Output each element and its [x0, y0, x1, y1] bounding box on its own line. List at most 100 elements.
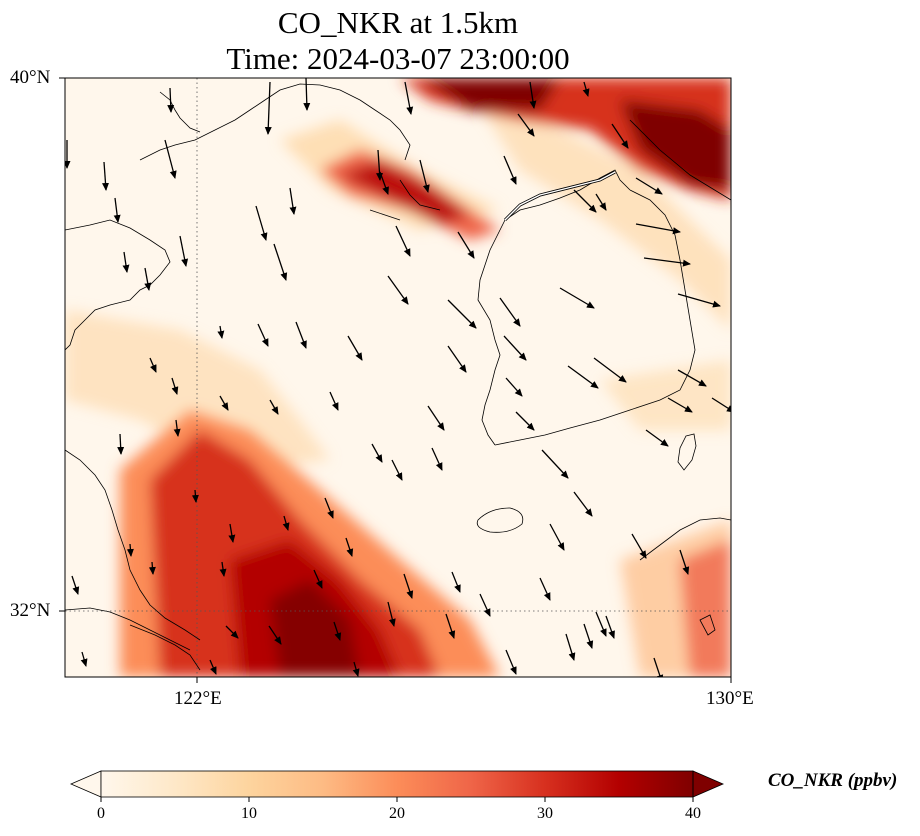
colorbar-tick-40: 40 [685, 805, 701, 822]
y-tick-label-40: 40°N [10, 67, 51, 88]
colorbar-extend-max [692, 770, 725, 798]
wind-arrow [217, 325, 225, 339]
wind-arrow [173, 419, 181, 437]
axis-ticks [59, 77, 732, 683]
wind-arrow [645, 429, 669, 447]
wind-arrow [457, 231, 475, 259]
colorbar-tick-30: 30 [537, 805, 553, 822]
wind-arrow [80, 651, 88, 667]
wind-arrow [677, 369, 707, 387]
wind-arrow [303, 78, 311, 111]
wind-arrow [431, 447, 443, 471]
wind-arrow [149, 357, 157, 373]
wind-arrow [376, 149, 384, 181]
map-title: CO_NKR at 1.5km [277, 5, 519, 40]
wind-arrow [164, 139, 177, 179]
wind-arrow [505, 649, 517, 675]
wind-arrow [573, 491, 593, 517]
wind-arrow [225, 625, 239, 639]
wind-arrow [573, 189, 597, 213]
wind-arrow [419, 159, 430, 193]
wind-arrow [122, 251, 130, 273]
wind-arrow [282, 515, 290, 531]
wind-arrow [295, 321, 307, 349]
wind-arrow [219, 561, 227, 577]
wind-arrow [387, 601, 396, 627]
wind-arrow [583, 623, 594, 649]
wind-arrow [677, 293, 721, 308]
wind-arrow [269, 399, 279, 415]
wind-arrow [102, 161, 109, 191]
wind-arrow [71, 575, 80, 595]
wind-arrow [445, 613, 456, 639]
wind-arrow [635, 223, 681, 235]
colorbar-label: CO_NKR (ppbv) [768, 770, 898, 791]
wind-arrow [333, 621, 342, 641]
wind-arrow [117, 433, 125, 455]
wind-arrow [171, 377, 179, 395]
colorbar-tick-20: 20 [389, 805, 405, 822]
colorbar-gradient [101, 771, 693, 797]
wind-arrow [209, 659, 217, 675]
wind-arrow [479, 593, 491, 617]
wind-arrow [643, 257, 691, 267]
colorbar-tick-10: 10 [241, 805, 257, 822]
wind-arrow [565, 633, 576, 661]
wind-arrow [539, 577, 551, 601]
wind-arrow [144, 267, 152, 291]
wind-arrow [451, 571, 461, 593]
wind-arrow [559, 287, 595, 309]
wind-arrow [289, 187, 297, 215]
wind-arrow [631, 533, 647, 559]
colorbar-extend-min [69, 770, 102, 798]
wind-arrow [549, 523, 565, 551]
wind-arrow [605, 615, 615, 639]
wind-arrow [219, 395, 229, 411]
wind-arrow [595, 193, 607, 211]
x-tick-label-130: 130°E [706, 688, 754, 709]
coastlines [65, 83, 731, 671]
wind-arrow [179, 235, 189, 267]
wind-arrow [113, 197, 121, 223]
wind-arrow [541, 449, 569, 479]
wind-arrow [667, 397, 693, 413]
wind-arrow [427, 405, 445, 431]
wind-arrow [345, 537, 354, 557]
wind-arrow [582, 81, 590, 97]
wind-arrow [503, 335, 527, 361]
wind-arrow [324, 497, 334, 519]
wind-arrow [447, 299, 477, 329]
colorbar-tick-0: 0 [97, 805, 105, 822]
wind-arrow [148, 561, 156, 575]
wind-arrow [347, 335, 363, 361]
wind-vectors [65, 78, 731, 677]
wind-arrow [505, 377, 523, 397]
wind-arrow [395, 225, 411, 257]
wind-arrow [653, 657, 664, 677]
map-frame [64, 77, 732, 678]
wind-arrow [447, 345, 467, 373]
wind-arrow [264, 81, 272, 135]
wind-arrow [611, 123, 629, 149]
wind-arrow [257, 323, 269, 347]
gridlines [65, 78, 731, 677]
wind-arrow [567, 365, 599, 389]
wind-arrow [595, 611, 607, 637]
wind-arrow [503, 155, 517, 185]
wind-arrow [313, 569, 323, 589]
wind-arrow [635, 177, 663, 195]
map-subtitle-time: Time: 2024-03-07 23:00:00 [226, 41, 570, 76]
wind-arrow [126, 543, 134, 557]
wind-arrow [403, 573, 414, 599]
wind-arrow [191, 489, 199, 503]
wind-arrow [228, 523, 236, 543]
wind-arrow [711, 397, 731, 413]
wind-arrow [379, 171, 389, 195]
wind-arrow [329, 391, 339, 411]
wind-arrow [499, 297, 521, 327]
wind-arrow [529, 81, 537, 109]
wind-arrow [387, 275, 409, 305]
x-tick-label-122: 122°E [174, 688, 222, 709]
wind-arrow [391, 459, 403, 481]
